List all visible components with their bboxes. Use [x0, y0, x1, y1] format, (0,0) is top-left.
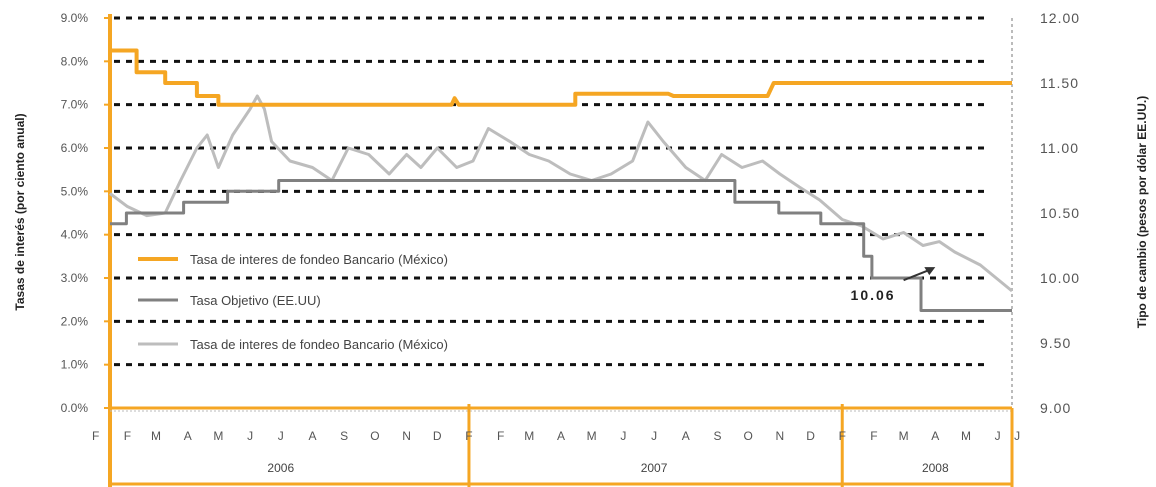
right-tick-label: 11.50	[1040, 75, 1079, 91]
month-label: M	[213, 429, 223, 443]
month-label: S	[713, 429, 721, 443]
month-label: J	[247, 429, 253, 443]
year-label: 2006	[267, 461, 294, 475]
left-tick-label: 8.0%	[61, 54, 89, 68]
left-tick-label: 4.0%	[61, 228, 89, 242]
left-tick-label: 2.0%	[61, 314, 89, 328]
axes	[104, 14, 1014, 487]
legend-label-3: Tasa de interes de fondeo Bancario (Méxi…	[190, 337, 448, 352]
right-tick-label: 9.50	[1040, 335, 1071, 351]
month-label: F	[497, 429, 504, 443]
month-label: M	[524, 429, 534, 443]
annotation: 10.06	[851, 267, 936, 303]
month-label: N	[776, 429, 785, 443]
legend-label-1: Tasa de interes de fondeo Bancario (Méxi…	[190, 252, 448, 267]
left-tick-label: 3.0%	[61, 271, 89, 285]
series-lines	[109, 48, 1013, 312]
series-line-3	[109, 94, 1013, 293]
right-tick-label: 10.00	[1040, 270, 1080, 286]
month-label: F	[124, 429, 131, 443]
right-tick-label: 12.00	[1040, 10, 1080, 26]
month-label: F	[465, 429, 472, 443]
month-label: F	[92, 429, 99, 443]
month-label: M	[587, 429, 597, 443]
left-tick-label: 7.0%	[61, 98, 89, 112]
year-label: 2008	[922, 461, 949, 475]
month-label: M	[961, 429, 971, 443]
legend: Tasa de interes de fondeo Bancario (Méxi…	[138, 252, 448, 352]
month-label: O	[370, 429, 379, 443]
right-tick-label: 9.00	[1040, 400, 1071, 416]
month-label: J	[278, 429, 284, 443]
year-labels: 2006 2007 2008	[267, 461, 949, 475]
left-tick-label: 9.0%	[61, 11, 89, 25]
month-label: J	[651, 429, 657, 443]
legend-label-2: Tasa Objetivo (EE.UU)	[190, 293, 321, 308]
month-label: F	[870, 429, 877, 443]
month-label: J	[995, 429, 1001, 443]
month-label: O	[743, 429, 752, 443]
month-label: J	[1014, 429, 1020, 443]
series-line-2	[110, 179, 1012, 312]
month-label: F	[839, 429, 846, 443]
left-tick-label: 6.0%	[61, 141, 89, 155]
month-label: D	[433, 429, 442, 443]
month-label: D	[806, 429, 815, 443]
month-label: A	[184, 429, 192, 443]
right-tick-labels: 9.00 9.50 10.00 10.50 11.00 11.50 12.00	[1040, 10, 1080, 416]
annotation-arrowhead	[924, 267, 936, 276]
left-axis-title: Tasas de interés (por ciento anual)	[13, 113, 27, 310]
annotation-label: 10.06	[851, 287, 896, 303]
month-label: S	[340, 429, 348, 443]
left-tick-labels: 0.0% 1.0% 2.0% 3.0% 4.0% 5.0% 6.0% 7.0% 8.0% 9.0%	[61, 11, 89, 415]
right-axis-title: Tipo de cambio (pesos por dólar EE.UU.)	[1135, 96, 1149, 328]
month-label: A	[557, 429, 565, 443]
month-label: M	[899, 429, 909, 443]
month-label: A	[931, 429, 939, 443]
right-tick-label: 11.00	[1040, 140, 1079, 156]
month-label: J	[620, 429, 626, 443]
left-tick-label: 5.0%	[61, 184, 89, 198]
month-label: A	[682, 429, 690, 443]
left-tick-label: 1.0%	[61, 358, 89, 372]
month-label: N	[402, 429, 411, 443]
month-label: M	[151, 429, 161, 443]
month-label: A	[308, 429, 316, 443]
left-tick-label: 0.0%	[61, 401, 89, 415]
year-label: 2007	[641, 461, 668, 475]
series-line-1	[110, 48, 1012, 107]
annotation-arrow	[903, 268, 932, 282]
right-tick-label: 10.50	[1040, 205, 1080, 221]
